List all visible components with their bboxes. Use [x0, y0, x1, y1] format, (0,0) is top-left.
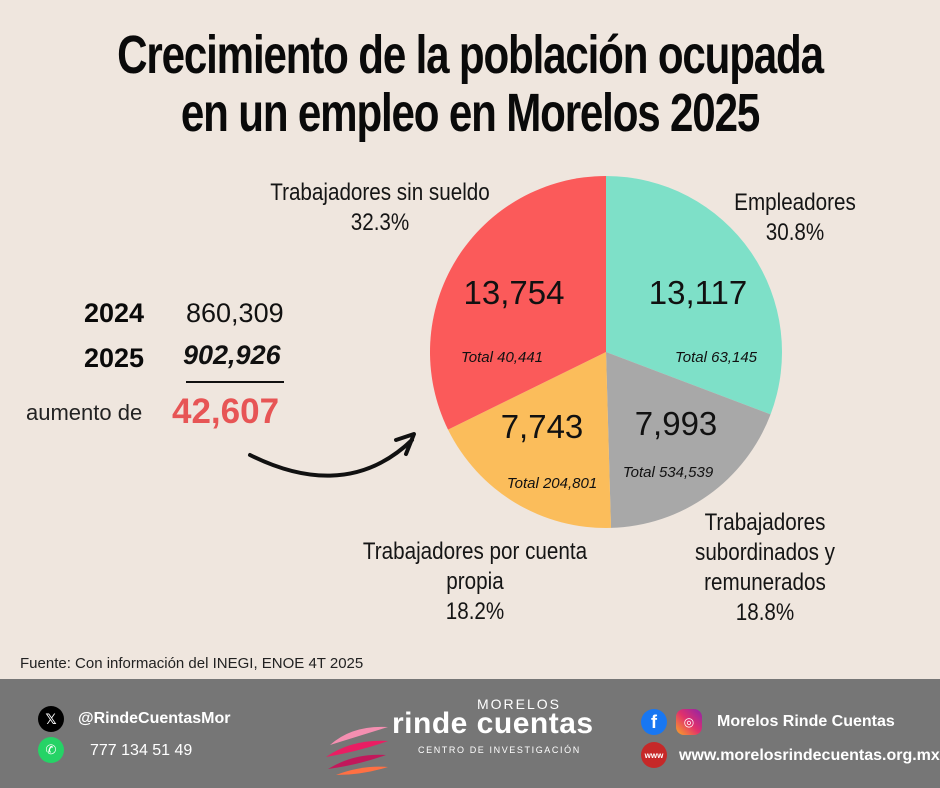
label-subordinados-line3: remunerados: [704, 569, 826, 596]
label-subordinados-line1: Trabajadores: [704, 509, 826, 536]
label-sin-sueldo: Trabajadores sin sueldo 32.3%: [260, 178, 501, 238]
title-line-2: en un empleo en Morelos 2025: [180, 83, 760, 143]
label-empleadores-name: Empleadores: [734, 189, 856, 216]
label-sin-sueldo-pct: 32.3%: [350, 209, 410, 236]
label-sin-sueldo-name: Trabajadores sin sueldo: [270, 179, 490, 206]
sum-divider: [186, 381, 284, 383]
year-2025-value: 902,926: [183, 340, 281, 370]
brand-logo-icon: [326, 726, 388, 775]
pie-slice: [448, 352, 611, 529]
slice-total-label: Total 40,441: [461, 349, 543, 366]
slice-value-label: 13,117: [649, 274, 747, 311]
source-note: Fuente: Con información del INEGI, ENOE …: [20, 655, 364, 672]
arrow-head-icon: [394, 432, 416, 456]
pie-slice: [606, 352, 771, 528]
title-line-1: Crecimiento de la población ocupada: [117, 25, 824, 85]
label-subordinados-pct: 18.8%: [735, 599, 795, 626]
brand-name: rinde cuentas: [392, 707, 594, 740]
slice-total-label: Total 534,539: [623, 464, 714, 481]
label-empleadores: Empleadores 30.8%: [731, 188, 860, 248]
x-twitter-icon[interactable]: 𝕏: [38, 706, 64, 732]
social-name[interactable]: Morelos Rinde Cuentas: [717, 713, 895, 730]
twitter-handle[interactable]: @RindeCuentasMor: [78, 710, 231, 727]
slice-value-label: 13,754: [464, 274, 565, 311]
year-2024-value: 860,309: [186, 298, 284, 328]
pie-slice: [606, 176, 782, 415]
instagram-icon[interactable]: ◎: [676, 709, 702, 735]
facebook-icon[interactable]: f: [641, 709, 667, 735]
page-title: Crecimiento de la población ocupada en u…: [103, 26, 836, 142]
pie-slice: [429, 176, 606, 430]
footer-bar: 𝕏 @RindeCuentasMor ✆ 777 134 51 49 MOREL…: [0, 679, 940, 788]
brand-top-text: MORELOS: [477, 696, 562, 712]
web-icon[interactable]: www: [641, 742, 667, 768]
label-cuenta-propia-name: Trabajadores por cuenta propia: [362, 538, 588, 595]
slice-value-label: 7,743: [501, 408, 584, 445]
year-2025-label: 2025: [84, 343, 145, 373]
year-2024-label: 2024: [84, 298, 145, 328]
increase-label: aumento de: [26, 400, 143, 425]
whatsapp-number[interactable]: 777 134 51 49: [90, 742, 193, 759]
website-link[interactable]: www.morelosrindecuentas.org.mx: [679, 747, 940, 764]
whatsapp-icon[interactable]: ✆: [38, 737, 64, 763]
label-empleadores-pct: 30.8%: [765, 219, 825, 246]
slice-value-label: 7,993: [635, 405, 718, 442]
increase-value: 42,607: [172, 392, 280, 431]
label-cuenta-propia-pct: 18.2%: [445, 598, 505, 625]
label-cuenta-propia: Trabajadores por cuenta propia 18.2%: [342, 537, 609, 627]
pie-chart: 13,117 Total 63,145 7,993 Total 534,539 7,74…: [248, 176, 782, 529]
slice-total-label: Total 63,145: [675, 349, 758, 366]
label-subordinados: Trabajadores subordinados y remunerados …: [692, 508, 838, 628]
brand-subtitle: CENTRO DE INVESTIGACIÓN: [418, 745, 581, 755]
arrow-icon: [248, 438, 414, 478]
label-subordinados-line2: subordinados y: [695, 539, 835, 566]
slice-total-label: Total 204,801: [507, 475, 597, 492]
